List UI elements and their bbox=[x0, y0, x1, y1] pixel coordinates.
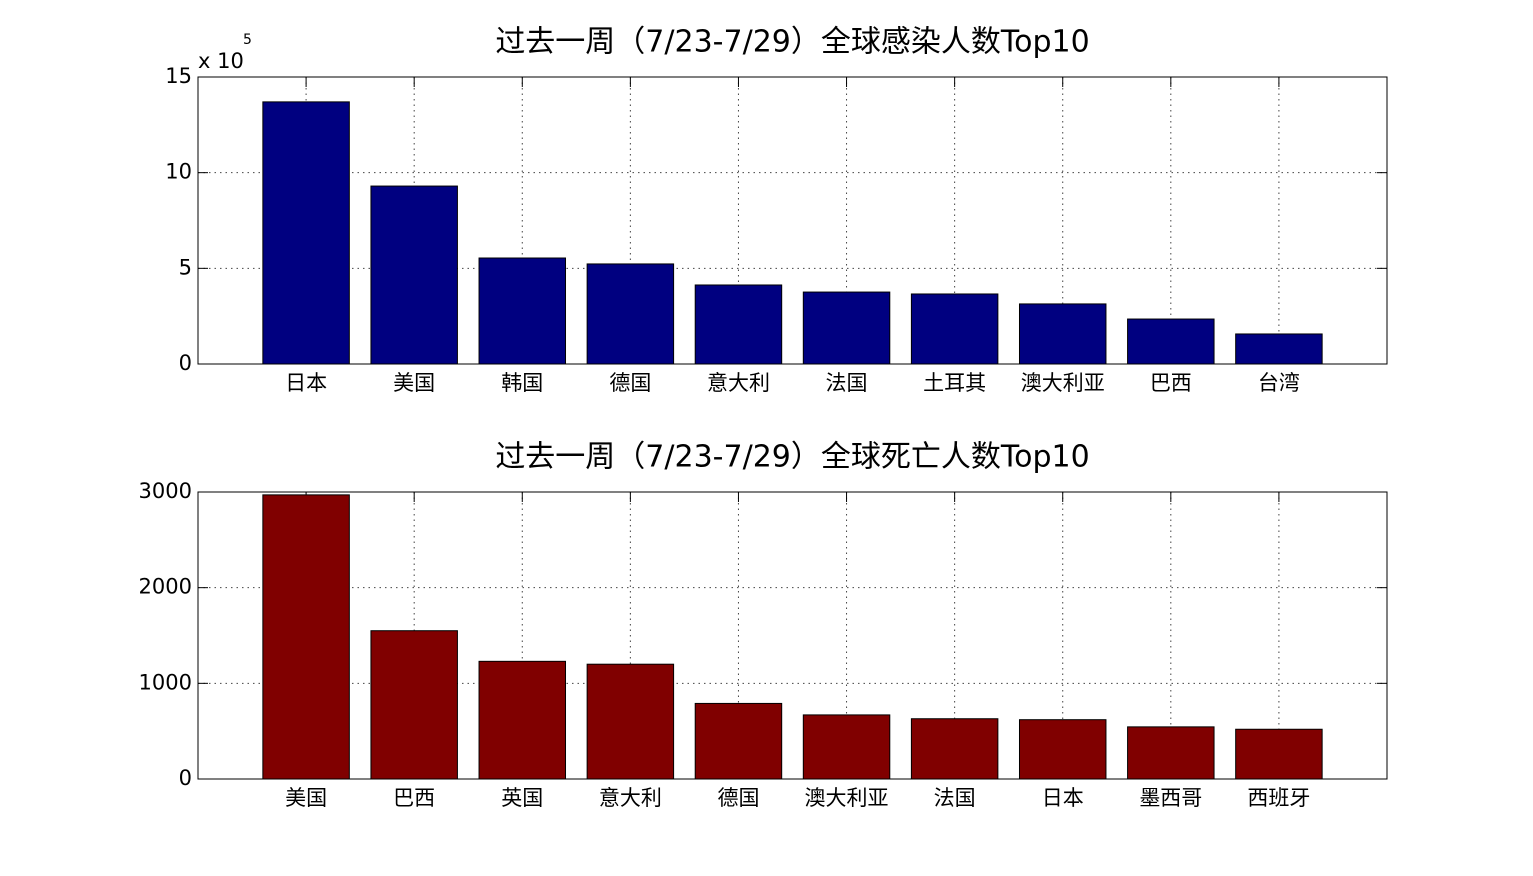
bar bbox=[1235, 728, 1323, 780]
x-tick-label: 日本 bbox=[285, 371, 327, 395]
y-multiplier-exponent: 5 bbox=[243, 32, 252, 48]
x-tick-label: 澳大利亚 bbox=[1021, 371, 1105, 395]
x-tick-label: 美国 bbox=[285, 786, 327, 810]
x-tick-label: 日本 bbox=[1042, 786, 1084, 810]
bar bbox=[586, 263, 675, 365]
bar bbox=[370, 185, 458, 365]
y-multiplier: x 10 bbox=[198, 49, 244, 73]
bar bbox=[1018, 303, 1107, 365]
x-tick-label: 英国 bbox=[501, 786, 543, 810]
y-tick-label: 0 bbox=[179, 766, 192, 790]
x-tick-label: 西班牙 bbox=[1247, 786, 1310, 810]
bar bbox=[586, 663, 675, 780]
bar bbox=[910, 293, 999, 365]
bar bbox=[262, 494, 350, 780]
axes-box bbox=[197, 76, 1388, 365]
y-tick-label: 10 bbox=[165, 160, 192, 184]
x-tick-label: 意大利 bbox=[599, 786, 662, 810]
bar bbox=[478, 257, 567, 365]
bar bbox=[802, 291, 891, 365]
x-tick-label: 美国 bbox=[393, 371, 435, 395]
x-tick-label: 台湾 bbox=[1258, 371, 1300, 395]
y-tick-label: 15 bbox=[165, 64, 192, 88]
bar bbox=[694, 284, 783, 365]
y-tick-label: 3000 bbox=[139, 479, 192, 503]
x-tick-label: 土耳其 bbox=[923, 371, 986, 395]
bar bbox=[1127, 318, 1215, 365]
x-tick-label: 意大利 bbox=[707, 371, 770, 395]
bar bbox=[910, 718, 999, 780]
bar bbox=[262, 101, 350, 365]
axes-box bbox=[197, 491, 1388, 780]
bar bbox=[1127, 726, 1215, 780]
y-tick-label: 0 bbox=[179, 351, 192, 375]
x-tick-label: 韩国 bbox=[501, 371, 543, 395]
bar bbox=[694, 702, 783, 780]
y-tick-label: 5 bbox=[179, 255, 192, 279]
chart-title: 过去一周（7/23-7/29）全球感染人数Top10 bbox=[495, 25, 1089, 60]
x-tick-label: 墨西哥 bbox=[1139, 786, 1202, 810]
y-tick-label: 2000 bbox=[139, 575, 192, 599]
bar bbox=[478, 660, 567, 780]
bar bbox=[370, 630, 458, 780]
x-tick-label: 法国 bbox=[934, 786, 976, 810]
x-tick-label: 德国 bbox=[609, 371, 651, 395]
bar bbox=[1235, 333, 1323, 365]
x-tick-label: 巴西 bbox=[393, 786, 435, 810]
x-tick-label: 巴西 bbox=[1150, 371, 1192, 395]
bar bbox=[802, 714, 891, 780]
bar bbox=[1018, 719, 1107, 780]
x-tick-label: 法国 bbox=[826, 371, 868, 395]
x-tick-label: 澳大利亚 bbox=[805, 786, 889, 810]
x-tick-label: 德国 bbox=[717, 786, 759, 810]
chart-title: 过去一周（7/23-7/29）全球死亡人数Top10 bbox=[495, 440, 1089, 475]
y-tick-label: 1000 bbox=[139, 670, 192, 694]
